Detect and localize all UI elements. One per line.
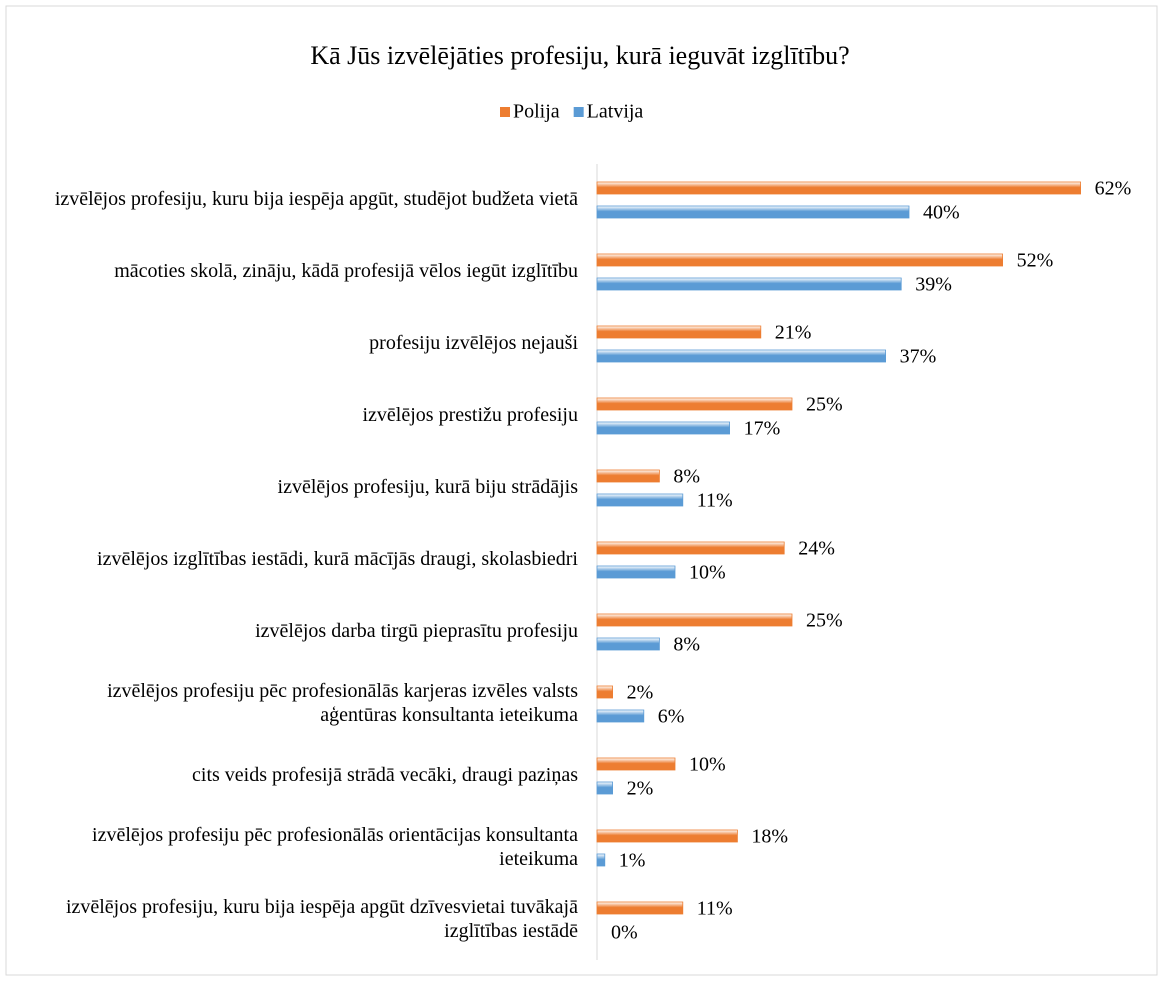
legend-swatch — [500, 107, 510, 117]
value-label: 37% — [900, 346, 937, 368]
category-line: izvēlējos profesiju pēc profesionālās ka… — [107, 680, 578, 702]
legend-swatch — [573, 107, 584, 117]
category-line: izvēlējos darba tirgū pieprasītu profesi… — [255, 620, 578, 642]
bar — [596, 253, 1004, 267]
value-label: 8% — [673, 466, 700, 488]
bar — [596, 469, 660, 483]
bar — [596, 205, 910, 219]
chart-border — [5, 5, 1158, 976]
bar — [596, 325, 762, 339]
bar — [596, 349, 887, 363]
category-label: izvēlējos profesiju, kuru bija iespēja a… — [55, 188, 578, 210]
category-label: izvēlējos profesiju pēc profesionālās ka… — [107, 680, 578, 726]
category-label: cits veids profesijā strādā vecāki, drau… — [192, 764, 578, 786]
bar — [596, 565, 676, 579]
category-line: ieteikuma — [499, 848, 578, 870]
category-label: izvēlējos darba tirgū pieprasītu profesi… — [255, 620, 578, 642]
bar — [596, 781, 614, 795]
value-label: 0% — [611, 922, 638, 944]
category-line: izvēlējos izglītības iestādi, kurā mācīj… — [97, 548, 578, 570]
category-line: izvēlējos profesiju, kurā biju strādājis — [278, 476, 579, 498]
category-line: izglītības iestādē — [444, 920, 578, 942]
category-label: izvēlējos profesiju, kuru bija iespēja a… — [66, 896, 578, 942]
bar — [596, 493, 684, 507]
category-line: izvēlējos profesiju, kuru bija iespēja a… — [66, 896, 578, 918]
value-label: 6% — [658, 706, 685, 728]
category-label: izvēlējos profesiju pēc profesionālās or… — [92, 824, 578, 870]
bar — [596, 901, 684, 915]
legend-label: Polija — [513, 101, 560, 123]
value-label: 24% — [798, 538, 835, 560]
value-label: 40% — [923, 202, 960, 224]
value-label: 11% — [697, 490, 733, 512]
category-line: izvēlējos profesiju, kuru bija iespēja a… — [55, 188, 578, 210]
value-label: 21% — [775, 322, 812, 344]
bar — [596, 853, 606, 867]
value-label: 52% — [1017, 250, 1054, 272]
bar — [596, 421, 731, 435]
legend-label: Latvija — [587, 101, 644, 123]
category-label: profesiju izvēlējos nejauši — [369, 332, 578, 354]
category-line: mācoties skolā, zināju, kādā profesijā v… — [114, 260, 578, 282]
category-label: izvēlējos profesiju, kurā biju strādājis — [278, 476, 579, 498]
bar — [596, 829, 738, 843]
category-line: izvēlējos prestižu profesiju — [363, 404, 579, 426]
bar — [596, 709, 645, 723]
value-label: 25% — [806, 610, 843, 632]
value-label: 10% — [689, 562, 726, 584]
bar — [596, 181, 1082, 195]
value-label: 17% — [744, 418, 781, 440]
value-label: 11% — [697, 898, 733, 920]
category-line: aģentūras konsultanta ieteikuma — [320, 704, 578, 726]
bar — [596, 277, 902, 291]
bar — [596, 637, 660, 651]
category-label: izvēlējos prestižu profesiju — [363, 404, 579, 426]
value-label: 39% — [915, 274, 952, 296]
bar — [596, 757, 676, 771]
bar — [596, 685, 614, 699]
bar — [596, 541, 785, 555]
category-line: cits veids profesijā strādā vecāki, drau… — [192, 764, 578, 786]
value-label: 25% — [806, 394, 843, 416]
value-label: 1% — [619, 850, 646, 872]
bar — [596, 397, 793, 411]
value-label: 2% — [627, 778, 654, 800]
value-label: 2% — [627, 682, 654, 704]
value-label: 10% — [689, 754, 726, 776]
value-label: 62% — [1095, 178, 1132, 200]
category-line: profesiju izvēlējos nejauši — [369, 332, 578, 354]
chart-title: Kā Jūs izvēlējāties profesiju, kurā iegu… — [310, 41, 849, 70]
category-line: izvēlējos profesiju pēc profesionālās or… — [92, 824, 578, 846]
category-label: izvēlējos izglītības iestādi, kurā mācīj… — [97, 548, 578, 570]
value-label: 18% — [751, 826, 788, 848]
bar — [596, 613, 793, 627]
category-label: mācoties skolā, zināju, kādā profesijā v… — [114, 260, 578, 282]
value-label: 8% — [673, 634, 700, 656]
